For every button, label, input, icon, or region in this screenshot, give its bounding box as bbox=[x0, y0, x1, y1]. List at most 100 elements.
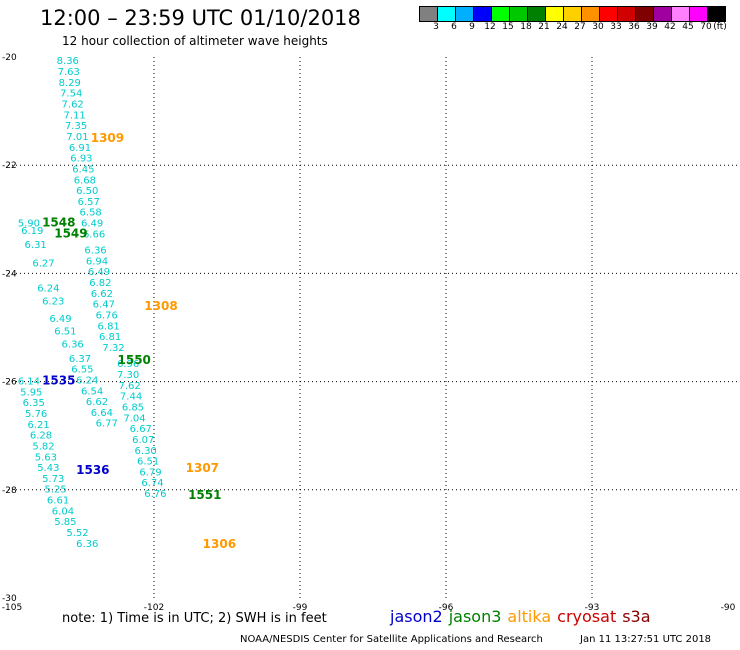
longitude-tick-label: -105 bbox=[2, 603, 22, 613]
color-scale-label: 36 bbox=[628, 22, 640, 32]
wave-height-value: 5.82 bbox=[32, 441, 54, 452]
wave-height-value: 6.76 bbox=[144, 489, 166, 500]
color-scale-label: 18 bbox=[520, 22, 532, 32]
pass-time-label: 1307 bbox=[186, 461, 219, 475]
longitude-tick-label: -102 bbox=[144, 603, 164, 613]
longitude-tick-label: -99 bbox=[293, 603, 308, 613]
pass-time-label: 1551 bbox=[188, 488, 221, 502]
wave-height-value: 6.79 bbox=[139, 467, 161, 478]
pass-time-label: 1535 bbox=[42, 374, 75, 388]
wave-height-value: 7.04 bbox=[123, 413, 145, 424]
credit-text: NOAA/NESDIS Center for Satellite Applica… bbox=[240, 634, 543, 645]
color-scale-label: 12 bbox=[484, 22, 496, 32]
pass-time-label: 1548 bbox=[42, 216, 75, 230]
wave-height-value: 6.66 bbox=[83, 229, 105, 240]
color-scale-labels: 3 6 9 12 15 18 21 24 27 30 33 36 39 42 45 70 (ft) bbox=[420, 22, 740, 34]
axis-tick-labels: -105 -102 -99 -96 -93 -90 -20 -22 -24 -26 -28 -30 bbox=[2, 53, 736, 613]
wave-height-value: 6.81 bbox=[98, 321, 120, 332]
wave-height-value: 6.62 bbox=[91, 289, 113, 300]
wave-height-value: 5.63 bbox=[35, 452, 57, 463]
color-scale-label: 3 bbox=[433, 22, 439, 32]
color-scale-unit: (ft) bbox=[713, 22, 727, 32]
wave-height-value: 6.64 bbox=[91, 408, 113, 419]
color-scale-label: 15 bbox=[502, 22, 514, 32]
wave-height-value: 6.76 bbox=[96, 311, 118, 322]
wave-height-value: 6.77 bbox=[96, 419, 118, 430]
color-scale-label: 45 bbox=[682, 22, 694, 32]
grid-lines bbox=[8, 57, 738, 598]
wave-height-value: 6.36 bbox=[62, 340, 84, 351]
wave-height-value: 6.36 bbox=[76, 539, 98, 550]
timestamp-text: Jan 11 13:27:51 UTC 2018 bbox=[580, 634, 712, 645]
wave-height-value: 5.43 bbox=[37, 463, 59, 474]
wave-height-value: 6.37 bbox=[69, 354, 91, 365]
wave-height-value: 6.51 bbox=[54, 327, 76, 338]
wave-height-value: 7.01 bbox=[66, 132, 88, 143]
wave-height-value: 5.73 bbox=[42, 474, 64, 485]
wave-height-value: 6.35 bbox=[23, 398, 45, 409]
color-swatch bbox=[707, 6, 726, 22]
color-scale-label: 30 bbox=[592, 22, 604, 32]
latitude-tick-label: -26 bbox=[2, 378, 17, 388]
wave-height-value: 6.74 bbox=[141, 478, 163, 489]
wave-height-value: 6.47 bbox=[93, 300, 115, 311]
wave-height-value: 6.04 bbox=[52, 506, 74, 517]
pass-time-label: 1549 bbox=[54, 226, 87, 240]
color-scale-label: 21 bbox=[538, 22, 550, 32]
wave-height-value: 6.49 bbox=[88, 267, 110, 278]
color-scale-label: 39 bbox=[646, 22, 658, 32]
longitude-tick-label: -90 bbox=[721, 603, 736, 613]
map-title: 12:00 – 23:59 UTC 01/10/2018 bbox=[40, 6, 361, 30]
wave-height-value: 6.81 bbox=[99, 332, 121, 343]
pass-time-label: 1550 bbox=[118, 353, 151, 367]
wave-height-value: 6.49 bbox=[81, 219, 103, 230]
wave-height-value: 7.63 bbox=[58, 67, 80, 78]
wave-height-value: 6.21 bbox=[27, 420, 49, 431]
wave-height-value: 6.31 bbox=[25, 240, 47, 251]
wave-height-value: 6.57 bbox=[78, 197, 100, 208]
wave-height-value: 6.62 bbox=[86, 397, 108, 408]
wave-height-value: 7.54 bbox=[60, 89, 82, 100]
satellite-legend: jason2 jason3 altika cryosat s3a bbox=[390, 607, 657, 626]
pass-time-label: 1536 bbox=[76, 463, 109, 477]
wave-height-value: 6.07 bbox=[132, 435, 154, 446]
wave-height-value: 6.96 bbox=[117, 359, 139, 370]
latitude-tick-label: -22 bbox=[2, 161, 17, 171]
wave-height-value: 8.29 bbox=[59, 78, 81, 89]
color-scale-label: 24 bbox=[556, 22, 568, 32]
wave-height-value: 6.50 bbox=[76, 186, 98, 197]
wave-height-value: 6.45 bbox=[72, 164, 94, 175]
map-subtitle: 12 hour collection of altimeter wave hei… bbox=[62, 34, 328, 48]
pass-time-label: 1309 bbox=[91, 131, 124, 145]
legend-jason3: jason3 bbox=[448, 607, 502, 626]
wave-height-value: 6.19 bbox=[21, 226, 43, 237]
wave-height-value: 8.36 bbox=[57, 56, 79, 67]
legend-s3a: s3a bbox=[622, 607, 651, 626]
wave-height-value: 6.68 bbox=[74, 175, 96, 186]
wave-height-value: 6.24 bbox=[76, 375, 98, 386]
legend-jason2: jason2 bbox=[390, 607, 443, 626]
wave-height-labels: 8.367.638.297.547.627.117.357.016.916.93… bbox=[18, 56, 236, 551]
wave-height-value: 6.58 bbox=[80, 208, 102, 219]
wave-height-value: 7.44 bbox=[120, 392, 142, 403]
wave-height-value: 6.61 bbox=[47, 496, 69, 507]
wave-height-value: 6.27 bbox=[32, 259, 54, 270]
wave-height-value: 5.95 bbox=[20, 387, 42, 398]
latitude-tick-label: -28 bbox=[2, 486, 17, 496]
wave-height-value: 6.36 bbox=[84, 246, 106, 257]
wave-height-value: 6.91 bbox=[69, 143, 91, 154]
wave-height-value: 6.82 bbox=[89, 278, 111, 289]
wave-height-value: 5.52 bbox=[66, 528, 88, 539]
color-scale-label: 6 bbox=[451, 22, 457, 32]
color-scale-bar bbox=[419, 6, 726, 22]
color-scale-label: 33 bbox=[610, 22, 622, 32]
legend-note: note: 1) Time is in UTC; 2) SWH is in fe… bbox=[62, 611, 327, 626]
wave-height-value: 6.28 bbox=[30, 431, 52, 442]
wave-height-value: 6.94 bbox=[86, 256, 108, 267]
longitude-tick-label: -93 bbox=[585, 603, 600, 613]
color-scale-label: 70 bbox=[700, 22, 712, 32]
legend-cryosat: cryosat bbox=[557, 607, 617, 626]
wave-height-value: 6.85 bbox=[122, 402, 144, 413]
wave-height-value: 6.93 bbox=[70, 154, 92, 165]
